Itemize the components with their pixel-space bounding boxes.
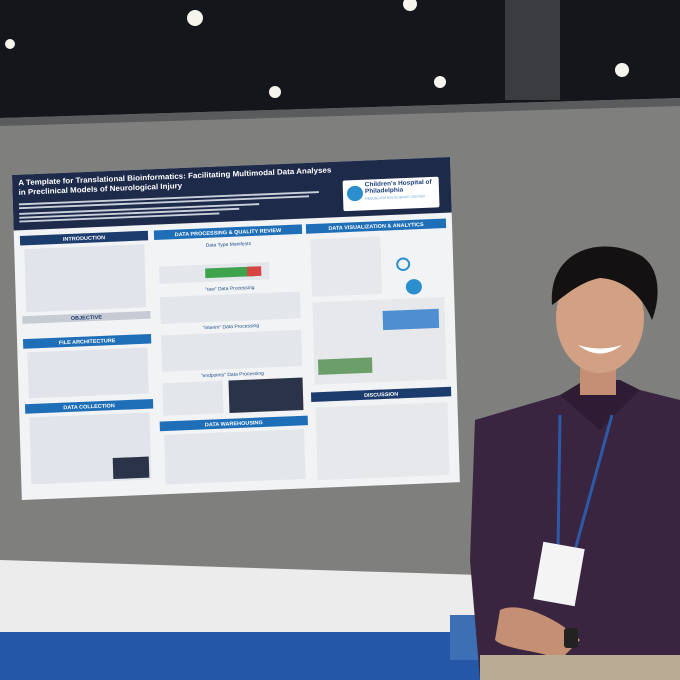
figure: [159, 291, 301, 324]
shape: [434, 76, 446, 88]
smile: [578, 345, 622, 354]
section-heading: DATA VISUALIZATION & ANALYTICS: [328, 222, 424, 232]
figure: [396, 257, 411, 271]
section-heading: DATA WAREHOUSING: [205, 420, 263, 428]
section-bar: [19, 230, 149, 246]
figure: [205, 266, 256, 279]
poster: A Template for Translational Bioinformat…: [12, 157, 460, 501]
figure: [164, 429, 306, 485]
shape: [403, 0, 417, 11]
logo-box: [342, 176, 440, 212]
section-bar: [22, 333, 152, 349]
figure: [405, 279, 422, 295]
figure: [247, 266, 262, 277]
section-heading: DATA PROCESSING & QUALITY REVIEW: [175, 228, 283, 238]
logo-text-box: Children's Hospital of Philadelphia RESU…: [364, 178, 432, 201]
trousers: [480, 655, 680, 680]
section-heading: DISCUSSION: [364, 392, 398, 399]
institution-division: RESUSCITATION SCIENCE CENTER: [365, 194, 425, 201]
section-heading: OBJECTIVE: [71, 315, 103, 322]
shape: [187, 10, 203, 26]
institution-name: Children's Hospital of Philadelphia: [364, 178, 432, 195]
section-heading: INTRODUCTION: [63, 235, 105, 243]
shape: [269, 86, 281, 98]
shape: [19, 212, 220, 223]
table-skirt: [0, 632, 500, 680]
figure: [112, 456, 150, 480]
shape: [19, 207, 240, 219]
panel-edge: [0, 98, 680, 126]
table: [0, 560, 500, 640]
hand: [495, 607, 580, 660]
lights: [5, 0, 629, 98]
shape: [5, 39, 15, 49]
section-bar: [159, 415, 308, 432]
figure: [382, 308, 440, 331]
poster-header: [12, 157, 452, 231]
badge: [533, 541, 585, 607]
ceiling: [0, 0, 680, 120]
figure: [228, 377, 304, 414]
figure: [310, 236, 383, 297]
lanyard: [556, 414, 562, 551]
section-bar: [310, 386, 452, 403]
shape: [18, 191, 319, 206]
section-bar: [24, 398, 154, 414]
figure: [317, 357, 373, 375]
section-heading: FILE ARCHITECTURE: [59, 338, 116, 346]
shirt: [470, 390, 680, 680]
figure: [27, 347, 149, 399]
subsection-heading: "endpoints" Data Processing: [201, 371, 265, 379]
shape: [19, 203, 260, 215]
subsection-heading: "raw" Data Processing: [205, 285, 255, 293]
subsection-heading: Data Type Manifests: [206, 241, 252, 249]
section-heading: DATA COLLECTION: [63, 403, 115, 411]
figure: [162, 380, 224, 416]
shape: [18, 195, 310, 210]
author-lines: [18, 191, 319, 223]
shape: [615, 63, 629, 77]
face: [556, 263, 644, 373]
figure: [161, 329, 303, 372]
watch: [564, 628, 578, 648]
figure: [315, 402, 450, 481]
section-bar: [305, 218, 447, 234]
hair: [551, 246, 658, 320]
subsection-heading: "interim" Data Processing: [203, 323, 260, 331]
section-bar: [153, 224, 303, 241]
pillar: [505, 0, 560, 100]
figure: [24, 244, 147, 313]
lanyard: [573, 414, 614, 551]
section-bar: [22, 310, 151, 324]
logo-mark: [346, 185, 363, 202]
